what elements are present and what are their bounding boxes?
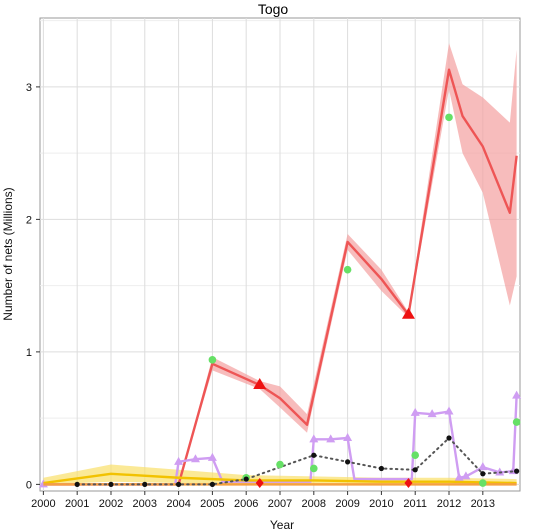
y-axis-ticks: 0 1 2 3 [26,82,40,491]
x-tick-label: 2000 [31,498,55,510]
marker-circle [208,356,217,364]
marker-circle [209,481,215,487]
marker-circle [412,467,418,473]
series-triangle-point [309,434,319,443]
marker-circle [514,468,520,474]
marker-diamond [404,478,413,489]
marker-circle [108,481,114,487]
series-triangle-point [478,462,488,471]
y-tick-label: 3 [26,82,32,94]
x-tick-label: 2013 [471,498,495,510]
x-tick-label: 2009 [335,498,359,510]
marker-circle [276,460,284,469]
x-tick-label: 2003 [133,498,157,510]
y-tick-label: 0 [26,479,32,491]
series-line-1 [43,395,518,486]
x-tick-label: 2006 [234,498,258,510]
y-tick-label: 2 [26,214,32,226]
series-triangle-point [174,456,184,465]
series-band-0 [43,43,517,485]
y-axis-label: Number of nets (Millions) [1,187,15,320]
series-triangle-point [454,472,464,481]
data-markers [74,113,521,489]
x-tick-label: 2007 [268,498,292,510]
series-triangle-point [461,471,471,480]
x-tick-label: 2002 [99,498,123,510]
series-triangle-point [343,433,353,442]
marker-circle [479,479,487,487]
x-tick-label: 2008 [302,498,326,510]
x-tick-label: 2005 [200,498,224,510]
marker-circle [311,452,317,458]
x-axis-ticks: 2000 2001 2002 2003 2004 2005 2006 2007 2008 2009… [31,491,495,510]
x-tick-label: 2001 [65,498,89,510]
series-triangle-point [410,407,420,416]
marker-circle [480,471,486,477]
marker-circle [512,418,521,426]
marker-diamond [255,478,264,489]
marker-circle [343,265,352,274]
marker-circle [243,476,249,482]
x-tick-label: 2004 [166,498,190,510]
marker-circle [142,481,148,487]
x-tick-label: 2012 [437,498,461,510]
marker-circle [411,451,420,460]
marker-circle [74,481,80,487]
marker-triangle [253,378,267,390]
marker-circle [378,465,385,472]
series-triangle-point [427,409,437,418]
series-triangle-point [190,454,200,463]
marker-circle [345,459,351,465]
series-line-2 [43,472,517,485]
marker-triangle [401,307,415,319]
marker-circle [445,113,453,122]
marker-circle [175,481,182,487]
series-triangle-point [207,452,217,461]
x-axis-label: Year [270,518,294,531]
series-triangle-point [444,406,454,415]
series-line-0 [43,68,518,486]
x-tick-label: 2011 [403,498,427,510]
x-tick-label: 2010 [369,498,393,510]
series-triangle-point [512,390,522,399]
marker-circle [310,464,318,473]
series-triangle-point [326,434,336,443]
marker-circle [446,435,452,441]
y-tick-label: 1 [26,347,32,359]
chart-title: Togo [258,1,289,17]
